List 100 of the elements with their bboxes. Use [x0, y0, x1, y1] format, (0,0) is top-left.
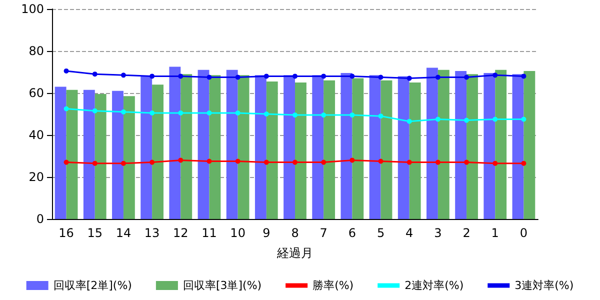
- point: [492, 116, 498, 122]
- point: [378, 114, 384, 119]
- bar: [352, 78, 364, 219]
- bar: [83, 90, 95, 219]
- x-tick-label: 0: [520, 226, 528, 240]
- point: [406, 118, 412, 124]
- point: [120, 160, 126, 166]
- point: [178, 158, 184, 163]
- point: [64, 106, 69, 112]
- x-tick-label: 2: [462, 226, 470, 240]
- point: [406, 76, 412, 81]
- point: [264, 112, 269, 116]
- point: [406, 160, 412, 165]
- point: [521, 74, 526, 79]
- point: [150, 74, 155, 79]
- bar: [284, 75, 295, 219]
- bar: [455, 70, 467, 219]
- bar: [426, 68, 438, 219]
- point: [350, 158, 355, 163]
- bar: [398, 76, 410, 219]
- x-tick-label: 11: [202, 226, 217, 240]
- bar: [54, 86, 66, 219]
- legend-label: 回収率[2単](%): [53, 279, 132, 292]
- bar: [152, 84, 164, 219]
- bar: [466, 74, 478, 219]
- bar: [495, 70, 507, 219]
- point: [464, 160, 470, 165]
- point: [464, 118, 470, 123]
- point: [92, 72, 98, 77]
- point: [178, 74, 184, 79]
- legend-label: 勝率(%): [312, 279, 354, 292]
- x-tick-label: 3: [434, 226, 442, 240]
- bar: [226, 70, 238, 219]
- point: [206, 110, 212, 116]
- bar: [112, 90, 124, 219]
- y-tick-label: 80: [28, 44, 44, 58]
- point: [292, 112, 298, 118]
- y-tick-label: 20: [28, 170, 44, 184]
- point: [321, 74, 326, 79]
- bar: [94, 94, 106, 219]
- x-tick-label: 14: [116, 226, 132, 240]
- bar: [266, 81, 278, 219]
- x-tick-label: 7: [320, 226, 328, 240]
- x-tick-label: 1: [491, 226, 499, 240]
- bar: [169, 66, 181, 219]
- bar: [66, 90, 78, 219]
- bar: [209, 75, 221, 219]
- y-tick-label: 60: [28, 86, 44, 100]
- point: [321, 112, 326, 118]
- point: [521, 116, 526, 122]
- point: [435, 74, 440, 80]
- x-tick-label: 13: [144, 226, 160, 240]
- point: [492, 72, 498, 78]
- bar: [180, 74, 192, 219]
- point: [150, 160, 155, 165]
- x-tick-label: 10: [230, 226, 246, 240]
- x-axis-title: 経過月: [276, 246, 313, 260]
- bar: [238, 75, 250, 219]
- point: [321, 160, 326, 165]
- legend-label: 回収率[3単](%): [182, 279, 262, 292]
- x-tick-label: 16: [58, 226, 74, 240]
- legend-label: 3連対率(%): [514, 279, 574, 292]
- point: [264, 74, 269, 79]
- bar: [140, 76, 152, 219]
- point: [235, 74, 240, 80]
- x-tick-label: 15: [87, 226, 103, 240]
- point: [464, 74, 470, 80]
- point: [435, 116, 440, 122]
- bar: [123, 96, 135, 219]
- point: [350, 112, 355, 118]
- bar: [312, 75, 324, 219]
- bar: [340, 73, 352, 219]
- bar: [512, 74, 524, 219]
- point: [435, 160, 440, 165]
- point: [492, 160, 498, 166]
- point: [92, 160, 98, 166]
- point: [292, 74, 298, 79]
- x-tick-label: 12: [173, 226, 188, 240]
- point: [235, 158, 240, 164]
- bar: [295, 82, 306, 219]
- bar: [198, 70, 210, 219]
- point: [350, 74, 355, 79]
- point: [150, 110, 155, 116]
- point: [178, 110, 184, 116]
- point: [206, 158, 212, 164]
- x-tick-label: 6: [348, 226, 356, 240]
- point: [120, 109, 126, 114]
- point: [206, 74, 212, 80]
- point: [378, 74, 384, 80]
- point: [92, 108, 98, 114]
- x-tick-label: 9: [262, 226, 270, 240]
- point: [378, 158, 384, 164]
- bar: [524, 70, 536, 219]
- y-tick-label: 40: [28, 128, 44, 142]
- point: [292, 160, 298, 165]
- y-tick-label: 0: [36, 212, 44, 226]
- bar: [254, 75, 266, 219]
- bar: [369, 75, 381, 219]
- bar: [438, 70, 450, 219]
- legend-label: 2連対率(%): [404, 279, 464, 292]
